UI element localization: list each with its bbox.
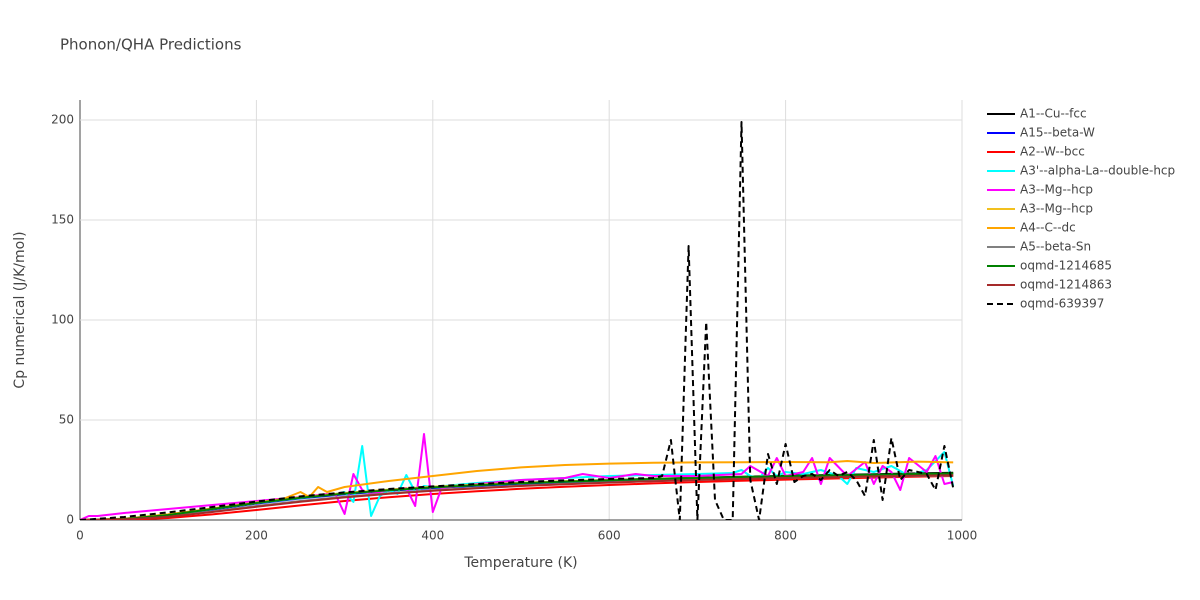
legend-label: A5--beta-Sn	[1020, 240, 1091, 254]
y-axis-title: Cp numerical (J/K/mol)	[12, 231, 28, 388]
y-tick-label: 200	[51, 113, 74, 127]
x-tick-label: 0	[76, 529, 84, 543]
y-tick-label: 50	[59, 413, 74, 427]
series-line	[80, 475, 954, 520]
x-tick-label: 800	[774, 529, 797, 543]
legend-label: A3'--alpha-La--double-hcp	[1020, 164, 1175, 178]
legend-label: oqmd-1214863	[1020, 278, 1112, 292]
legend-label: A2--W--bcc	[1020, 145, 1085, 159]
y-tick-label: 150	[51, 213, 74, 227]
plot-area	[80, 121, 955, 520]
legend: A1--Cu--fcc A15--beta-W A2--W--bcc A3'--alp…	[987, 107, 1175, 311]
x-tick-label: 400	[421, 529, 444, 543]
x-tick-label: 200	[245, 529, 268, 543]
legend-label: oqmd-1214685	[1020, 259, 1112, 273]
grid: 0 200 400 600 800 1000 0 50 100 150 200	[51, 100, 977, 543]
y-tick-label: 100	[51, 313, 74, 327]
series-line	[80, 121, 955, 520]
legend-label: A3--Mg--hcp	[1020, 202, 1093, 216]
x-tick-label: 600	[598, 529, 621, 543]
x-tick-label: 1000	[947, 529, 978, 543]
legend-label: A15--beta-W	[1020, 126, 1095, 140]
x-axis-title: Temperature (K)	[463, 555, 577, 571]
chart-title: Phonon/QHA Predictions	[60, 36, 242, 54]
legend-label: oqmd-639397	[1020, 297, 1104, 311]
series-line	[80, 474, 954, 520]
legend-label: A4--C--dc	[1020, 221, 1076, 235]
legend-label: A1--Cu--fcc	[1020, 107, 1087, 121]
legend-label: A3--Mg--hcp	[1020, 183, 1093, 197]
y-tick-label: 0	[66, 513, 74, 527]
